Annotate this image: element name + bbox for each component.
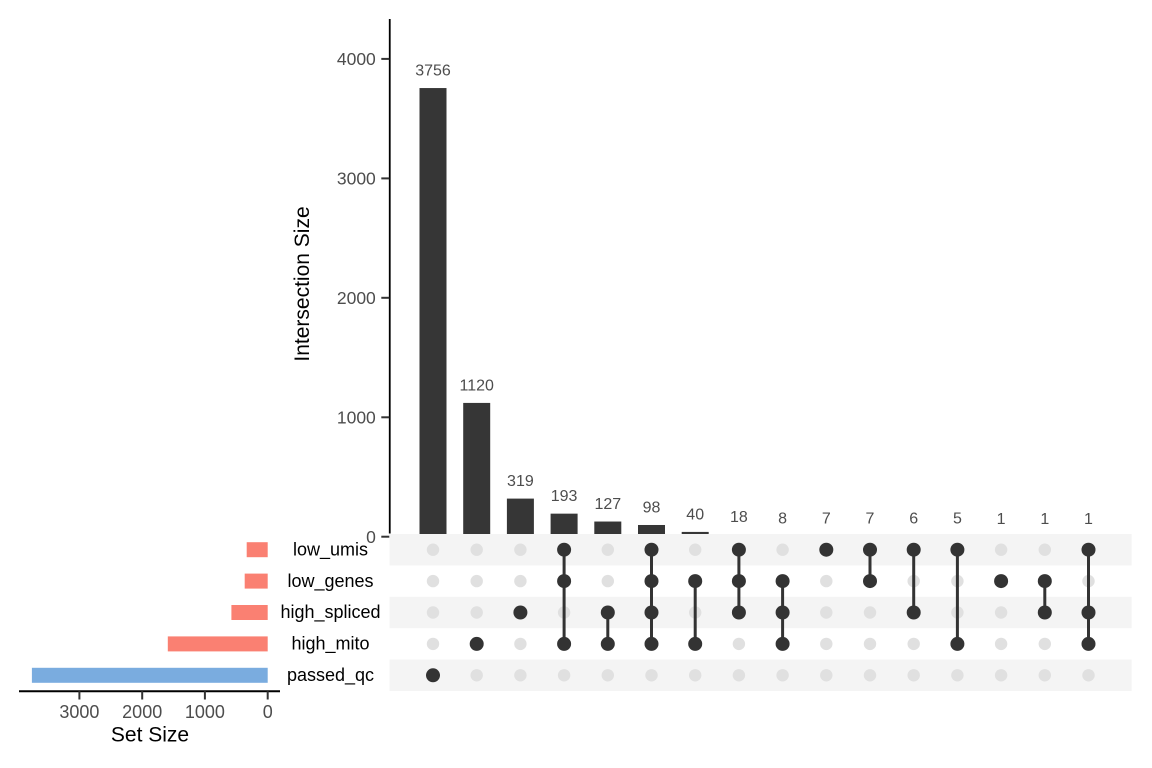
svg-text:0: 0 [263,702,273,722]
svg-text:3756: 3756 [415,63,451,80]
svg-text:1: 1 [997,511,1006,528]
svg-text:1120: 1120 [459,378,494,395]
svg-text:3000: 3000 [59,702,99,722]
svg-text:high_mito: high_mito [291,634,369,655]
svg-text:passed_qc: passed_qc [287,665,374,686]
svg-text:1000: 1000 [185,702,225,722]
svg-text:7: 7 [822,510,831,527]
svg-text:Set Size: Set Size [111,724,189,747]
svg-text:2000: 2000 [337,288,376,308]
svg-text:1000: 1000 [337,408,376,428]
svg-text:low_umis: low_umis [293,539,368,560]
svg-text:18: 18 [730,509,748,526]
svg-text:high_spliced: high_spliced [280,602,380,623]
svg-text:0: 0 [366,527,376,547]
svg-text:3000: 3000 [337,169,376,189]
svg-text:Intersection Size: Intersection Size [291,206,314,361]
svg-text:8: 8 [778,510,787,527]
svg-text:4000: 4000 [337,49,376,69]
svg-text:6: 6 [909,511,918,528]
svg-text:5: 5 [953,511,962,528]
svg-text:low_genes: low_genes [287,571,373,592]
svg-text:1: 1 [1040,511,1049,528]
svg-text:193: 193 [551,488,578,505]
svg-text:98: 98 [643,500,661,517]
svg-text:319: 319 [507,473,534,490]
svg-text:7: 7 [866,510,875,527]
svg-text:40: 40 [686,507,704,524]
svg-text:2000: 2000 [122,702,162,722]
svg-text:1: 1 [1084,511,1093,528]
svg-text:127: 127 [594,496,621,513]
